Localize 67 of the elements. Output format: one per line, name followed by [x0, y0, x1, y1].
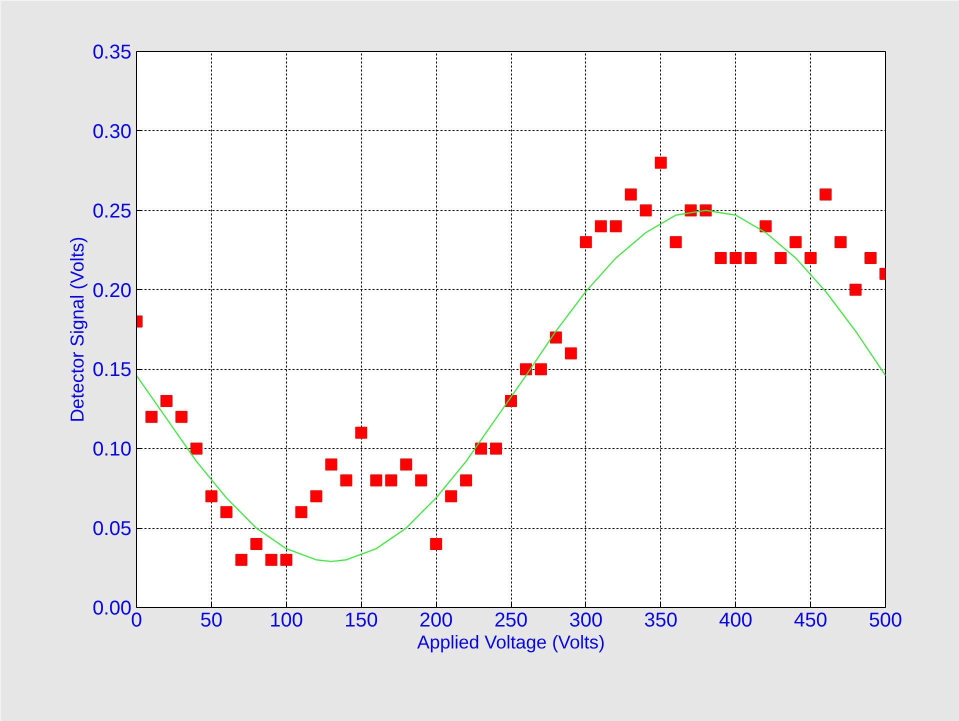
- x-tick-label: 400: [719, 610, 752, 632]
- point: [790, 236, 802, 248]
- point: [670, 236, 682, 248]
- point: [564, 347, 577, 360]
- point: [310, 490, 322, 502]
- point: [160, 394, 172, 407]
- point: [385, 474, 398, 486]
- y-tick-label: 0.25: [92, 200, 132, 222]
- y-tick-label: 0.10: [92, 438, 132, 461]
- point: [145, 410, 158, 423]
- point: [355, 426, 368, 439]
- point: [594, 220, 607, 232]
- y-tick-label: 0.20: [92, 280, 132, 302]
- y-tick-label: 0.15: [92, 359, 132, 382]
- point: [760, 220, 772, 232]
- x-tick-label: 250: [494, 610, 528, 632]
- x-tick-label: 300: [569, 610, 603, 632]
- point: [744, 252, 757, 264]
- point: [580, 236, 592, 248]
- point: [250, 538, 262, 550]
- point: [774, 252, 787, 264]
- y-tick-label: 0.30: [92, 120, 132, 143]
- point: [864, 252, 877, 264]
- point: [265, 554, 278, 566]
- point: [640, 204, 652, 216]
- point: [400, 458, 412, 471]
- y-axis-title: Detector Signal (Volts): [66, 236, 88, 422]
- x-tick-label: 500: [868, 610, 902, 632]
- point: [850, 284, 862, 296]
- point: [654, 156, 667, 169]
- x-tick-label: 200: [419, 610, 453, 632]
- point: [624, 188, 637, 200]
- point: [325, 458, 338, 471]
- point: [730, 252, 742, 264]
- point: [714, 252, 727, 264]
- point: [370, 474, 382, 486]
- point: [490, 442, 502, 455]
- point: [235, 554, 248, 566]
- point: [834, 236, 847, 248]
- point: [295, 506, 308, 518]
- x-tick-label: 150: [344, 610, 378, 632]
- point: [340, 474, 352, 486]
- x-tick-label: 100: [270, 610, 303, 632]
- point: [175, 410, 188, 423]
- x-tick-label: 0: [130, 610, 142, 632]
- y-tick-label: 0.05: [92, 518, 132, 540]
- y-tick-label: 0.00: [92, 598, 132, 620]
- point: [534, 363, 547, 376]
- point: [220, 506, 232, 518]
- point: [430, 538, 442, 550]
- point: [804, 252, 817, 264]
- x-axis-title: Applied Voltage (Volts): [417, 632, 605, 652]
- point: [415, 474, 428, 486]
- point: [205, 490, 218, 502]
- point: [445, 490, 458, 502]
- x-tick-label: 350: [644, 610, 678, 632]
- point: [280, 554, 292, 566]
- x-tick-label: 450: [794, 610, 828, 632]
- point: [460, 474, 472, 486]
- point: [475, 442, 488, 455]
- point: [820, 188, 832, 200]
- x-tick-label: 50: [200, 610, 223, 632]
- point: [520, 363, 532, 376]
- point: [190, 442, 202, 455]
- point: [550, 331, 562, 344]
- y-tick-label: 0.35: [92, 42, 132, 64]
- point: [610, 220, 622, 232]
